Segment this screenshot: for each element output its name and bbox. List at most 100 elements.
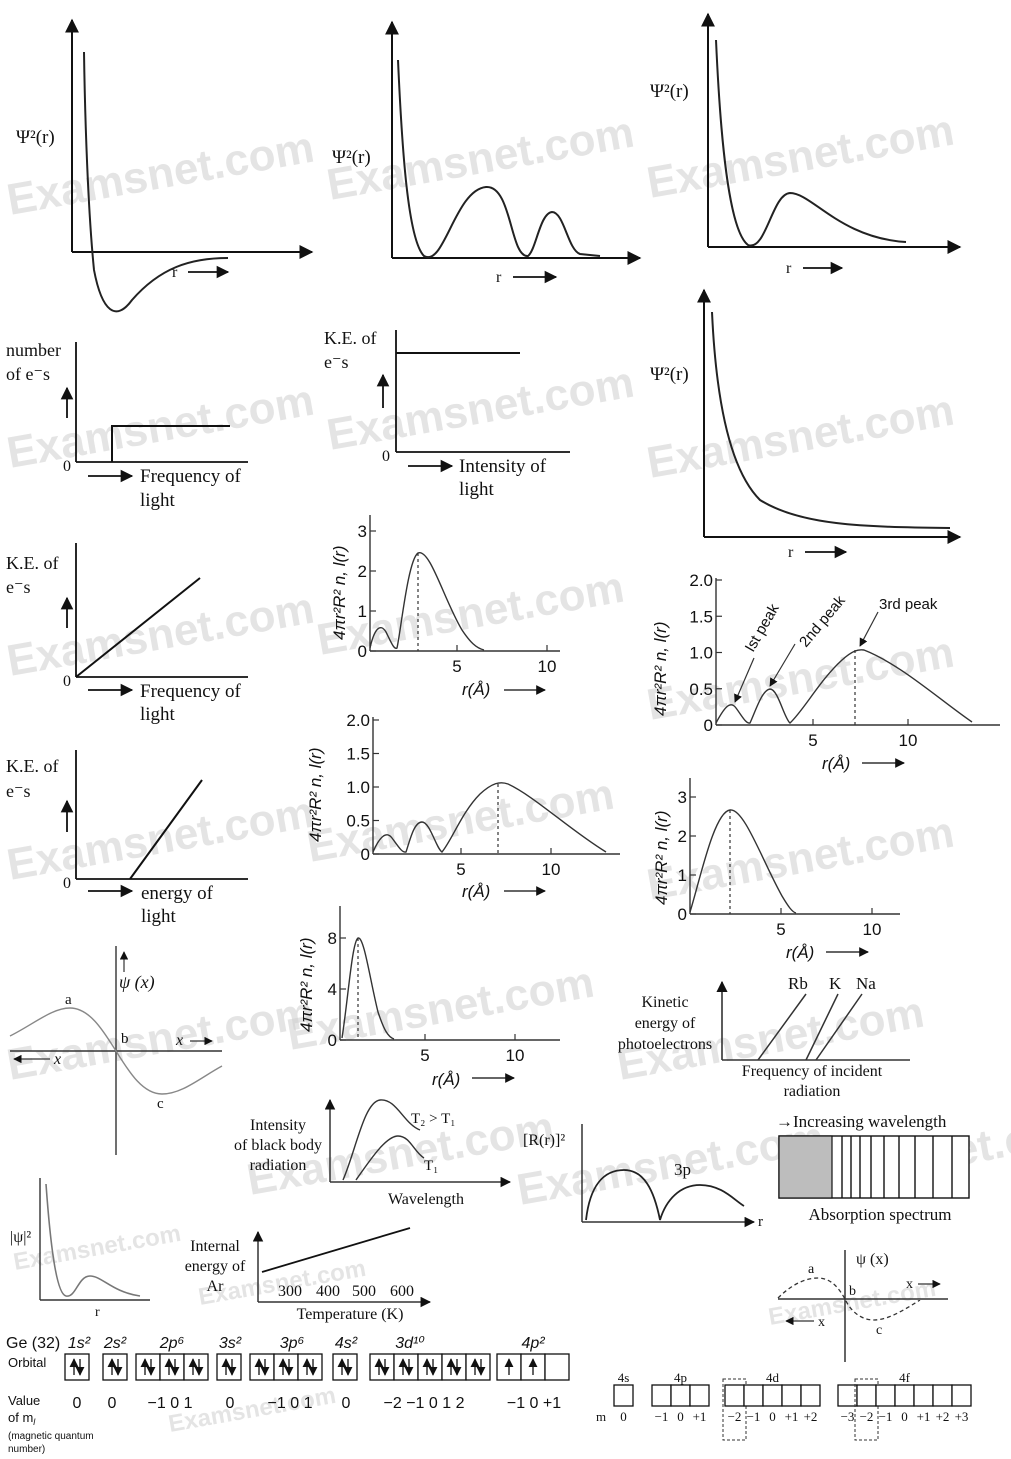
tick-500: 500 (352, 1283, 376, 1300)
value-note-2: number) (8, 1444, 45, 1455)
annotation-3rd-peak: 3rd peak (879, 596, 938, 613)
x-label-line2: light (141, 906, 177, 927)
psi2-graph-4: Ψ²(r) r (650, 288, 962, 561)
orbital-box (894, 1384, 915, 1407)
psi2-label: Ψ²(r) (650, 81, 689, 102)
x-label-line1: energy of (141, 883, 214, 904)
r-label: r (788, 544, 794, 561)
orbital-box (689, 1384, 710, 1407)
orbital-box (417, 1353, 443, 1381)
watermark-text: Examsnet.com (11, 1220, 183, 1276)
y-tick-label: 0.5 (346, 812, 370, 831)
m-value: −3 (841, 1409, 855, 1424)
photo-ke-vs-frequency: K.E. of e⁻s 0 Frequency of light (6, 543, 248, 725)
x-label: r (95, 1305, 100, 1320)
rdf-graph-a: 0 1 2 3 5 10 4πr²R² n, l(r) r(Å) (330, 515, 560, 699)
psi2-graph-2: Ψ²(r) r (332, 20, 642, 286)
x-label-line2: light (140, 490, 176, 511)
x-positive-label: x (906, 1277, 913, 1292)
orbital-set-label: 4d (766, 1370, 780, 1385)
x-tick-label: 5 (452, 657, 461, 676)
y-label-line1: K.E. of (6, 553, 59, 573)
y-label-line2: e⁻s (6, 781, 31, 801)
orbital-box (670, 1384, 691, 1407)
x-tick-label: 10 (899, 731, 918, 750)
point-c: c (876, 1323, 882, 1338)
y-label-line3: radiation (250, 1157, 307, 1174)
orbital-box (875, 1384, 896, 1407)
ge-title: Ge (32) (6, 1335, 60, 1352)
origin-zero: 0 (63, 458, 71, 475)
x-tick-label: 10 (863, 920, 882, 939)
psi-x-dashed-graph: ψ (x) a b c x x (777, 1250, 948, 1362)
metal-rb: Rb (788, 974, 808, 993)
photoelectric-metals-graph: Rb K Na Kinetic energy of photoelectrons… (618, 974, 910, 1100)
m-value: +3 (955, 1409, 969, 1424)
y-tick-label: 0 (361, 845, 370, 864)
y-tick-label: 1.5 (346, 745, 370, 764)
y-label-line2: energy of (635, 1015, 696, 1032)
germanium-configuration: Ge (32) Orbital Value of ml (magnetic qu… (6, 1335, 570, 1455)
spectrum-bottom-label: Absorption spectrum (808, 1205, 951, 1224)
x-label-line1: Frequency of (140, 466, 241, 487)
orbital-box (369, 1353, 395, 1381)
subshell-label: 2p⁶ (159, 1335, 185, 1352)
photo-ke-vs-energy: K.E. of e⁻s 0 energy of light (6, 750, 248, 927)
m-value: −1 (879, 1409, 893, 1424)
spectrum-top-label: →Increasing wavelength (776, 1112, 947, 1131)
m-value: −1 (655, 1409, 669, 1424)
rdf-y-axis-label: 4πr²R² n, l(r) (297, 938, 316, 1033)
subshell-label: 3d¹⁰ (395, 1335, 425, 1352)
annotation-2nd-peak: 2nd peak (796, 592, 849, 651)
x-negative-label: x (818, 1315, 825, 1330)
metal-k: K (829, 974, 842, 993)
y-tick-label: 2 (358, 562, 367, 581)
m-label: m (596, 1409, 606, 1424)
point-a: a (808, 1262, 815, 1277)
psi-x-label: ψ (x) (119, 972, 155, 993)
x-tick-label: 5 (776, 920, 785, 939)
orbital-box (441, 1353, 467, 1381)
r-label: r (172, 264, 178, 281)
point-b: b (849, 1284, 856, 1299)
y-tick-label: 2 (678, 827, 687, 846)
argon-energy-graph: 300 400 500 600 Internal energy of Ar Te… (185, 1227, 432, 1323)
orbital-box (102, 1353, 128, 1381)
x-label: r (758, 1214, 763, 1230)
x-positive-label: x (175, 1032, 183, 1049)
y-tick-label: 0 (704, 716, 713, 735)
rdf-x-axis-label: r(Å) (462, 680, 490, 699)
y-label-line3: photoelectrons (618, 1036, 712, 1053)
orbital-box (800, 1384, 821, 1407)
x-tick-label: 5 (456, 860, 465, 879)
m-value: 0 (901, 1409, 908, 1424)
watermark-text: Examsnet.com (3, 584, 317, 686)
x-label-line1: Intensity of (459, 456, 547, 477)
rdf-y-axis-label: 4πr²R² n, l(r) (306, 748, 325, 843)
orbital-box (332, 1353, 358, 1381)
watermark-text: Examsnet.com (3, 988, 317, 1090)
y-label-line1: K.E. of (324, 328, 377, 348)
y-tick-label: 0 (358, 642, 367, 661)
psi-squared-graph: |ψ|² r (10, 1178, 150, 1320)
orbital-box (743, 1384, 764, 1407)
psi2-graph-1: Ψ²(r) r (16, 18, 314, 313)
y-label-line2: energy of (185, 1258, 246, 1275)
y-tick-label: 3 (358, 522, 367, 541)
x-tick-label: 10 (506, 1046, 525, 1065)
subshell-label: 1s² (68, 1335, 91, 1352)
m-value: −1 (747, 1409, 761, 1424)
m-value: 0 (73, 1395, 82, 1412)
y-label-line3: Ar (207, 1278, 225, 1295)
orbital-m-boxes: m 4s 0 4p −1 0 +1 4d −2 −1 0 +1 +2 4f −3 −2 −1 0 +1 +2 +3 (596, 1370, 972, 1441)
orbital-set-label: 4s (618, 1370, 630, 1385)
orbital-box (781, 1384, 802, 1407)
m-value: +1 (785, 1409, 799, 1424)
y-tick-label: 3 (678, 788, 687, 807)
y-tick-label: 0 (678, 905, 687, 924)
blackbody-radiation-graph: T₂ > T₁ T₁ Intensity of black body radia… (234, 1098, 512, 1208)
value-note-1: (magnetic quantum (8, 1431, 94, 1442)
m-value: +1 (917, 1409, 931, 1424)
orbital-box (465, 1353, 491, 1381)
radial-3p-graph: [R(r)]² 3p r (523, 1124, 763, 1230)
